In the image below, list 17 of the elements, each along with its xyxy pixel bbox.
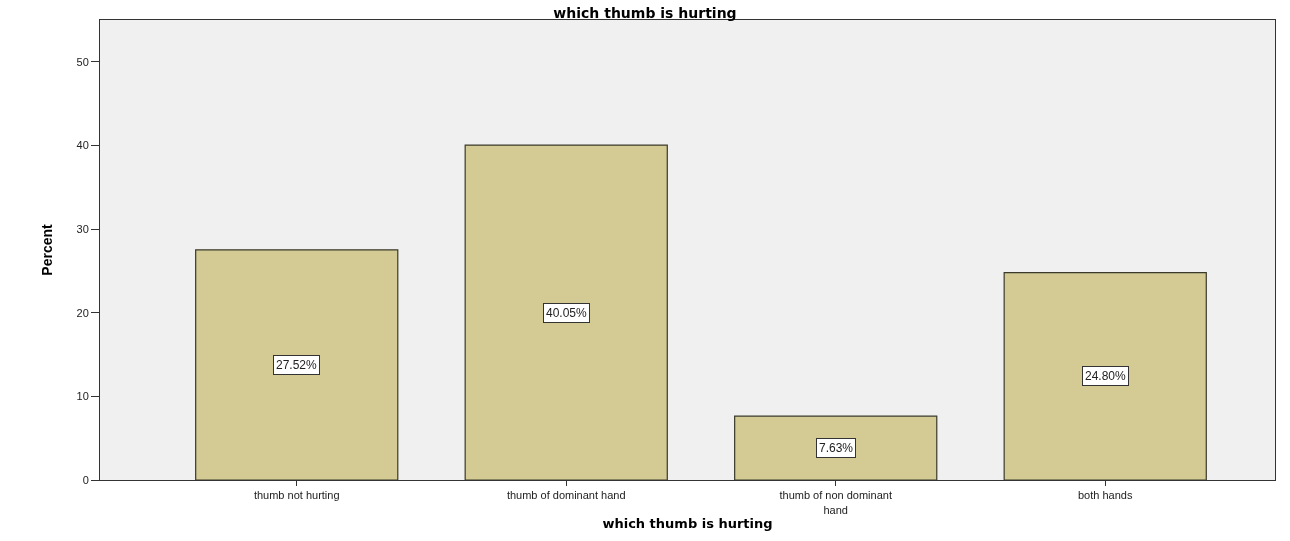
y-tick-label: 40 bbox=[76, 139, 89, 152]
chart-title: which thumb is hurting bbox=[553, 4, 737, 21]
y-tick-label: 50 bbox=[76, 55, 89, 68]
x-tick-label: thumb of non dominant hand bbox=[779, 489, 892, 516]
x-axis-title: which thumb is hurting bbox=[602, 516, 773, 532]
data-label: 27.52% bbox=[276, 358, 318, 372]
y-tick-label: 10 bbox=[76, 390, 89, 403]
x-tick-label: both hands bbox=[1078, 489, 1133, 502]
data-label: 24.80% bbox=[1085, 369, 1127, 383]
data-label: 40.05% bbox=[546, 306, 588, 320]
x-tick-label: thumb not hurting bbox=[253, 489, 340, 502]
data-label: 7.63% bbox=[819, 441, 854, 455]
y-tick-label: 20 bbox=[76, 306, 89, 319]
y-tick-label: 0 bbox=[82, 473, 89, 486]
x-tick-label: thumb of dominant hand bbox=[506, 489, 626, 502]
y-axis-title: Percent bbox=[39, 223, 56, 276]
y-tick-label: 30 bbox=[76, 222, 89, 235]
